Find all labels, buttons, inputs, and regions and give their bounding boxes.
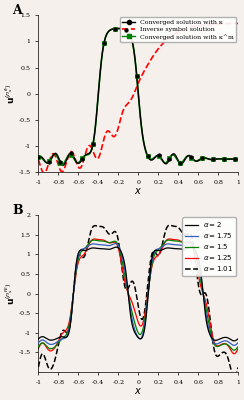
$\alpha = 1.5$ xyxy=(37,344,40,349)
$\alpha = 1.5$ xyxy=(233,348,236,352)
$\alpha = 1.5$ xyxy=(102,239,104,244)
$\alpha = 1.25$ xyxy=(233,351,236,356)
$\alpha = 2$ xyxy=(37,336,40,341)
$\alpha = 1.01$ xyxy=(196,280,199,284)
$\alpha = 1.01$ xyxy=(236,365,239,370)
$\alpha = 1.5$ xyxy=(196,263,199,268)
Line: $\alpha = 1.5$: $\alpha = 1.5$ xyxy=(38,240,238,350)
$\alpha = 1.5$ xyxy=(134,322,137,327)
$\alpha = 2$ xyxy=(115,245,118,250)
$\alpha = 2$ xyxy=(207,328,210,333)
$\alpha = 1.01$ xyxy=(134,286,137,291)
$\alpha = 2$ xyxy=(233,338,235,343)
$\alpha = 2$ xyxy=(196,255,199,260)
$\alpha = 2$ xyxy=(236,336,239,341)
$\alpha = 1.75$ xyxy=(102,242,104,247)
Line: $\alpha = 1.01$: $\alpha = 1.01$ xyxy=(38,225,238,378)
Y-axis label: $\mathbf{u}^{(n_s^\delta)}$: $\mathbf{u}^{(n_s^\delta)}$ xyxy=(4,84,17,104)
$\alpha = 1.25$ xyxy=(236,346,239,351)
$\alpha = 1.75$ xyxy=(196,258,199,263)
$\alpha = 1.01$ xyxy=(207,304,210,308)
Legend: $\alpha = 2$, $\alpha = 1.75$, $\alpha = 1.5$, $\alpha = 1.25$, $\alpha = 1.01$: $\alpha = 2$, $\alpha = 1.75$, $\alpha =… xyxy=(182,217,236,276)
$\alpha = 1.5$ xyxy=(115,240,118,244)
$\alpha = 1.25$ xyxy=(37,346,40,351)
$\alpha = 1.01$ xyxy=(37,364,40,369)
$\alpha = 1.25$ xyxy=(168,236,171,241)
$\alpha = 1.25$ xyxy=(207,312,210,317)
$\alpha = 1.01$ xyxy=(168,223,171,228)
$\alpha = 1.5$ xyxy=(207,320,210,324)
$\alpha = 1.01$ xyxy=(233,376,236,380)
$\alpha = 1.01$ xyxy=(115,230,118,235)
$\alpha = 1.75$ xyxy=(114,241,117,246)
$\alpha = 1.75$ xyxy=(37,340,40,345)
$\alpha = 1.01$ xyxy=(41,352,44,356)
Text: A: A xyxy=(12,4,22,17)
$\alpha = 1.25$ xyxy=(41,340,44,345)
$\alpha = 2$ xyxy=(115,245,118,250)
$\alpha = 1.5$ xyxy=(236,344,239,349)
$\alpha = 1.25$ xyxy=(196,271,199,276)
Line: $\alpha = 1.25$: $\alpha = 1.25$ xyxy=(38,239,238,354)
$\alpha = 1.01$ xyxy=(102,224,104,229)
$\alpha = 1.5$ xyxy=(167,238,170,242)
X-axis label: $x$: $x$ xyxy=(134,386,142,396)
$\alpha = 1.75$ xyxy=(41,338,44,342)
$\alpha = 1.25$ xyxy=(115,241,118,246)
$\alpha = 1.25$ xyxy=(134,310,137,314)
$\alpha = 1.75$ xyxy=(233,343,235,348)
Line: $\alpha = 1.75$: $\alpha = 1.75$ xyxy=(38,244,238,345)
$\alpha = 1.75$ xyxy=(207,325,210,330)
$\alpha = 2$ xyxy=(102,246,104,251)
X-axis label: $x$: $x$ xyxy=(134,186,142,196)
$\alpha = 1.75$ xyxy=(236,340,239,345)
Text: B: B xyxy=(12,204,23,217)
Legend: Converged solution with κ, Inverse symbol solution, Converged solution with κ^m: Converged solution with κ, Inverse symbo… xyxy=(120,17,236,42)
Line: $\alpha = 2$: $\alpha = 2$ xyxy=(38,247,238,341)
Y-axis label: $\mathbf{u}^{(n_s^{FE})}$: $\mathbf{u}^{(n_s^{FE})}$ xyxy=(4,282,17,305)
$\alpha = 1.25$ xyxy=(102,238,104,242)
$\alpha = 2$ xyxy=(134,331,137,336)
$\alpha = 1.5$ xyxy=(41,340,44,345)
$\alpha = 1.75$ xyxy=(115,241,118,246)
$\alpha = 2$ xyxy=(41,334,44,339)
$\alpha = 1.75$ xyxy=(134,329,137,334)
